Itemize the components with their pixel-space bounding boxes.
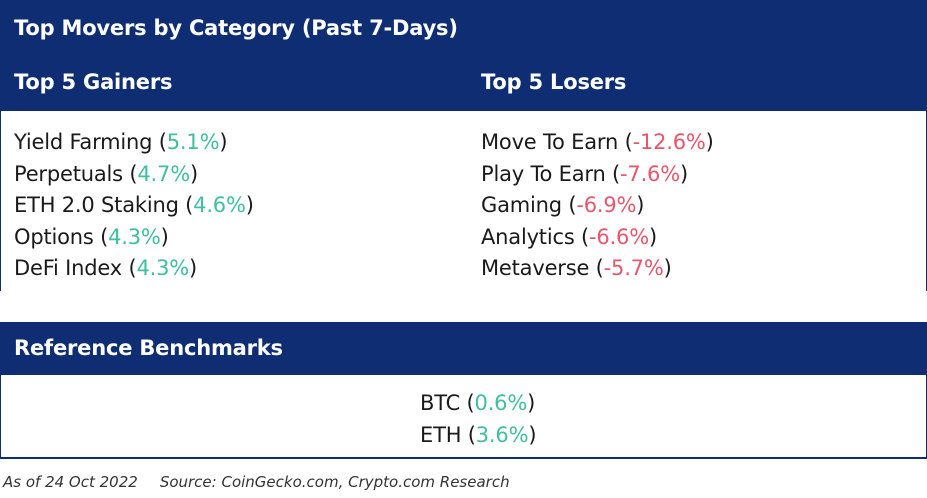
list-item: ETH 2.0 Staking (4.6%) xyxy=(14,193,254,217)
category-name: DeFi Index xyxy=(14,256,122,280)
source-credit: Source: CoinGecko.com, Crypto.com Resear… xyxy=(159,473,510,491)
category-change: 4.3% xyxy=(136,256,189,280)
gainers-list: Yield Farming (5.1%) Perpetuals (4.7%) E… xyxy=(14,127,254,285)
category-name: Yield Farming xyxy=(14,130,153,154)
category-change: 4.3% xyxy=(108,224,161,249)
benchmark-name: ETH xyxy=(420,422,462,447)
top-movers-header: Top Movers by Category (Past 7-Days) Top… xyxy=(0,0,927,111)
benchmarks-list: BTC (0.6%) ETH (3.6%) xyxy=(420,388,537,451)
category-change: 4.7% xyxy=(137,161,190,186)
category-change: -6.6% xyxy=(589,224,649,249)
list-item: Play To Earn (-7.6%) xyxy=(481,161,688,186)
benchmark-change: 3.6% xyxy=(475,422,529,447)
category-change: -7.6% xyxy=(620,161,680,186)
benchmark-change: 0.6% xyxy=(474,391,528,415)
list-item: ETH (3.6%) xyxy=(420,422,537,447)
benchmark-name: BTC xyxy=(420,391,461,415)
losers-list: Move To Earn (-12.6%) Play To Earn (-7.6… xyxy=(481,127,714,285)
list-item: DeFi Index (4.3%) xyxy=(14,256,197,280)
category-name: Analytics xyxy=(481,224,575,249)
footer-divider xyxy=(0,457,927,459)
as-of-date: As of 24 Oct 2022 xyxy=(3,473,138,491)
list-item: Options (4.3%) xyxy=(14,224,169,249)
footer-note: As of 24 Oct 2022 Source: CoinGecko.com, … xyxy=(3,473,510,491)
category-change: 4.6% xyxy=(193,193,246,217)
list-item: Perpetuals (4.7%) xyxy=(14,161,198,186)
list-item: Analytics (-6.6%) xyxy=(481,224,657,249)
category-name: Play To Earn xyxy=(481,161,606,186)
category-name: Gaming xyxy=(481,193,562,217)
category-name: Options xyxy=(14,224,94,249)
category-name: Move To Earn xyxy=(481,130,619,154)
category-change: 5.1% xyxy=(166,130,220,154)
benchmarks-heading: Reference Benchmarks xyxy=(14,336,283,360)
category-change: -5.7% xyxy=(603,256,664,280)
category-name: Metaverse xyxy=(481,256,590,280)
gainers-heading: Top 5 Gainers xyxy=(14,70,173,94)
list-item: BTC (0.6%) xyxy=(420,391,536,415)
list-item: Yield Farming (5.1%) xyxy=(14,130,228,154)
list-item: Move To Earn (-12.6%) xyxy=(481,130,714,154)
category-name: Perpetuals xyxy=(14,161,123,186)
page-title: Top Movers by Category (Past 7-Days) xyxy=(14,16,458,40)
losers-heading: Top 5 Losers xyxy=(481,70,627,94)
list-item: Metaverse (-5.7%) xyxy=(481,256,672,280)
benchmarks-header: Reference Benchmarks xyxy=(0,322,927,375)
category-change: -12.6% xyxy=(632,130,706,154)
category-name: ETH 2.0 Staking xyxy=(14,193,179,217)
category-change: -6.9% xyxy=(576,193,637,217)
list-item: Gaming (-6.9%) xyxy=(481,193,645,217)
